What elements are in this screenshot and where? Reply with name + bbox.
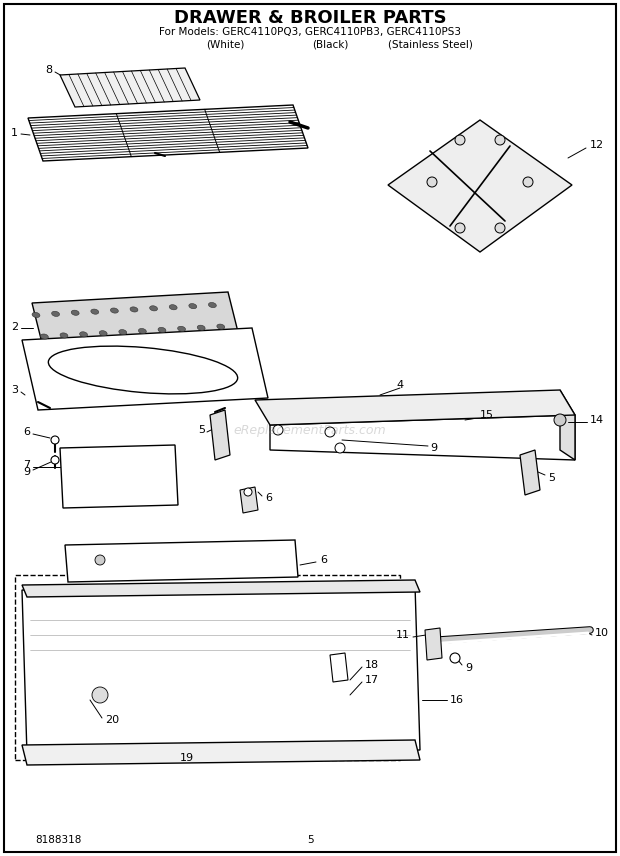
Ellipse shape: [79, 332, 87, 337]
Ellipse shape: [71, 310, 79, 315]
Circle shape: [554, 414, 566, 426]
Text: eReplacementParts.com: eReplacementParts.com: [234, 424, 386, 437]
Circle shape: [244, 488, 252, 496]
Polygon shape: [270, 415, 575, 460]
Polygon shape: [560, 390, 575, 460]
Text: 7: 7: [23, 460, 30, 470]
Text: 5: 5: [307, 835, 313, 845]
Text: 16: 16: [450, 695, 464, 705]
Circle shape: [455, 135, 465, 145]
Ellipse shape: [158, 327, 166, 332]
Ellipse shape: [119, 330, 126, 335]
Circle shape: [325, 427, 335, 437]
Text: 4: 4: [396, 380, 404, 390]
Text: 8188318: 8188318: [35, 835, 81, 845]
Text: For Models: GERC4110PQ3, GERC4110PB3, GERC4110PS3: For Models: GERC4110PQ3, GERC4110PB3, GE…: [159, 27, 461, 37]
Circle shape: [92, 687, 108, 703]
Text: 1: 1: [11, 128, 18, 138]
Circle shape: [495, 135, 505, 145]
Bar: [15, 575, 400, 760]
Ellipse shape: [60, 333, 68, 338]
Polygon shape: [330, 653, 348, 682]
Text: 10: 10: [595, 628, 609, 638]
Circle shape: [51, 436, 59, 444]
Ellipse shape: [40, 334, 48, 339]
Ellipse shape: [138, 329, 146, 334]
Text: 6: 6: [320, 555, 327, 565]
Ellipse shape: [197, 325, 205, 330]
Text: 9: 9: [465, 663, 472, 673]
Text: 17: 17: [365, 675, 379, 685]
Circle shape: [335, 443, 345, 453]
Ellipse shape: [208, 302, 216, 307]
Circle shape: [523, 177, 533, 187]
Circle shape: [95, 555, 105, 565]
Text: 8: 8: [45, 65, 52, 75]
Text: 14: 14: [590, 415, 604, 425]
Polygon shape: [65, 540, 298, 582]
Text: 15: 15: [480, 410, 494, 420]
Text: 18: 18: [365, 660, 379, 670]
Polygon shape: [388, 120, 572, 252]
Polygon shape: [22, 580, 420, 597]
Text: 6: 6: [265, 493, 272, 503]
Circle shape: [427, 177, 437, 187]
Text: (Black): (Black): [312, 39, 348, 49]
Ellipse shape: [110, 308, 118, 313]
Text: 3: 3: [11, 385, 18, 395]
Circle shape: [495, 223, 505, 233]
Polygon shape: [28, 105, 308, 161]
Circle shape: [51, 456, 59, 464]
Polygon shape: [60, 445, 178, 508]
Text: 9: 9: [23, 467, 30, 477]
Text: DRAWER & BROILER PARTS: DRAWER & BROILER PARTS: [174, 9, 446, 27]
Polygon shape: [240, 487, 258, 513]
Text: 5: 5: [548, 473, 555, 483]
Polygon shape: [425, 628, 442, 660]
Ellipse shape: [99, 330, 107, 336]
Ellipse shape: [32, 312, 40, 318]
Ellipse shape: [217, 324, 224, 330]
Ellipse shape: [189, 304, 197, 309]
Polygon shape: [210, 410, 230, 460]
Ellipse shape: [51, 312, 60, 317]
Text: 11: 11: [396, 630, 410, 640]
Text: 12: 12: [590, 140, 604, 150]
Text: 6: 6: [23, 427, 30, 437]
Text: 20: 20: [105, 715, 119, 725]
Ellipse shape: [130, 306, 138, 312]
Polygon shape: [520, 450, 540, 495]
Ellipse shape: [149, 306, 157, 311]
Polygon shape: [255, 390, 575, 425]
Circle shape: [455, 223, 465, 233]
Text: (White): (White): [206, 39, 244, 49]
Ellipse shape: [169, 305, 177, 310]
Polygon shape: [22, 328, 268, 410]
Ellipse shape: [178, 326, 185, 331]
Text: 2: 2: [11, 322, 18, 332]
Polygon shape: [22, 585, 420, 755]
Circle shape: [450, 653, 460, 663]
Text: 5: 5: [198, 425, 205, 435]
Polygon shape: [22, 740, 420, 765]
Text: 19: 19: [180, 753, 194, 763]
Polygon shape: [60, 68, 200, 107]
Ellipse shape: [91, 309, 99, 314]
Text: 9: 9: [430, 443, 437, 453]
Circle shape: [273, 425, 283, 435]
Text: (Stainless Steel): (Stainless Steel): [388, 39, 472, 49]
Polygon shape: [32, 292, 240, 351]
